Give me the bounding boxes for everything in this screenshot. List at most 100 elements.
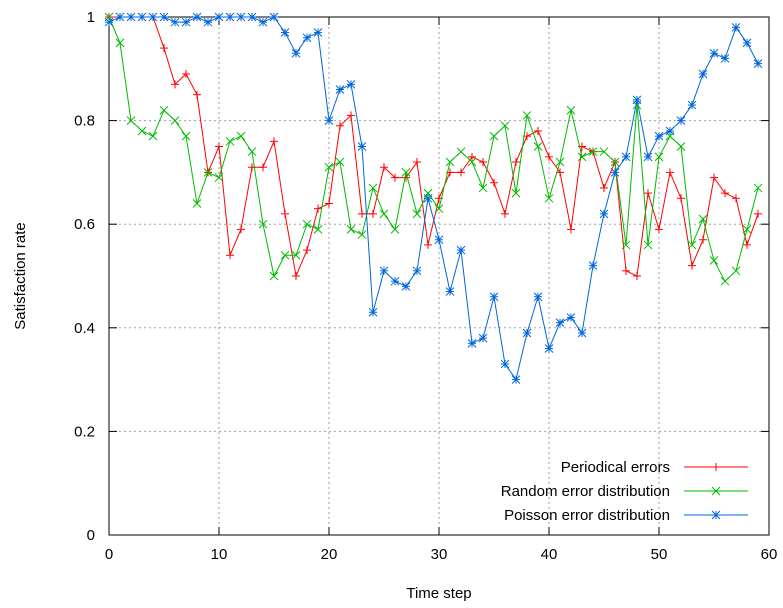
data-point <box>720 54 730 63</box>
data-point <box>324 116 334 125</box>
series-line <box>108 16 759 381</box>
data-point <box>731 266 741 276</box>
data-point <box>456 245 466 255</box>
data-point <box>181 17 191 27</box>
data-point <box>258 17 268 27</box>
data-point <box>467 338 477 348</box>
data-point <box>709 48 719 58</box>
data-point <box>115 38 125 48</box>
data-point <box>512 158 520 167</box>
data-point <box>610 157 620 167</box>
data-point <box>104 17 114 27</box>
data-point <box>258 219 268 229</box>
series <box>104 12 763 384</box>
data-point <box>599 147 609 157</box>
data-point <box>434 235 444 245</box>
data-point <box>533 142 543 151</box>
data-point <box>347 111 355 120</box>
series-line <box>108 16 759 282</box>
data-point <box>314 204 322 213</box>
y-tick-label: 0.6 <box>74 216 95 233</box>
series-line <box>109 16 759 278</box>
data-point <box>500 121 510 131</box>
data-point <box>357 142 367 151</box>
legend-item: Periodical errors <box>561 459 748 476</box>
data-point <box>567 225 575 234</box>
data-point <box>215 142 223 151</box>
legend-label: Periodical errors <box>561 459 670 476</box>
data-point <box>270 137 278 146</box>
legend-label: Random error distribution <box>501 483 670 500</box>
data-point <box>401 282 411 291</box>
data-point <box>577 152 587 162</box>
data-point <box>280 28 290 37</box>
data-point <box>621 152 631 162</box>
data-point <box>610 168 620 177</box>
data-point <box>665 126 675 136</box>
data-point <box>754 209 762 218</box>
data-point <box>313 225 323 234</box>
data-point <box>192 199 202 208</box>
data-point <box>335 85 345 94</box>
data-point <box>434 204 444 214</box>
data-point <box>368 183 378 193</box>
data-point <box>522 111 532 120</box>
data-point <box>259 163 267 172</box>
grid <box>109 17 769 535</box>
data-point <box>412 209 422 219</box>
data-point <box>600 183 608 192</box>
data-point <box>269 271 279 281</box>
data-point <box>225 12 235 22</box>
data-point <box>336 121 344 130</box>
data-point <box>346 225 356 234</box>
data-point <box>313 28 323 37</box>
data-point <box>181 131 191 141</box>
data-point <box>214 173 224 182</box>
data-point <box>688 261 696 270</box>
data-point <box>710 173 718 182</box>
data-point <box>291 48 301 58</box>
data-point <box>225 136 235 146</box>
data-point <box>654 131 664 141</box>
data-point <box>171 80 179 89</box>
legend: Periodical errors Random error distributi… <box>501 459 748 524</box>
data-point <box>732 194 740 203</box>
data-point <box>413 158 421 167</box>
data-point <box>137 12 147 22</box>
data-point <box>247 12 257 22</box>
data-point <box>203 17 213 27</box>
data-point <box>490 178 498 187</box>
data-point <box>478 333 488 343</box>
data-point <box>566 105 576 115</box>
legend-label: Poisson error distribution <box>504 507 670 524</box>
data-point <box>544 193 554 203</box>
data-point <box>324 162 334 172</box>
data-point <box>457 168 465 177</box>
data-point <box>159 105 169 115</box>
series-poisson-error-distribution <box>104 12 763 384</box>
legend-swatch-marker <box>711 510 721 520</box>
data-point <box>281 209 289 218</box>
y-tick-labels: 0 0.2 0.4 0.6 0.8 1 <box>74 9 95 544</box>
y-tick-label: 0.8 <box>74 113 95 130</box>
x-tick-label: 20 <box>321 546 338 563</box>
data-point <box>247 147 257 157</box>
data-point <box>666 168 674 177</box>
x-tick-labels: 0 10 20 30 40 50 60 <box>105 546 778 563</box>
data-point <box>303 246 311 255</box>
legend-swatch-marker <box>712 463 720 471</box>
data-point <box>632 95 642 105</box>
data-point <box>456 147 466 157</box>
data-point <box>753 59 763 68</box>
y-tick-label: 1 <box>87 9 95 26</box>
data-point <box>588 147 598 157</box>
data-point <box>346 79 356 89</box>
data-point <box>709 256 719 265</box>
data-point <box>522 328 532 338</box>
data-point <box>137 126 147 136</box>
data-point <box>742 38 752 48</box>
data-point <box>391 173 399 182</box>
data-point <box>380 163 388 172</box>
data-point <box>269 12 279 22</box>
